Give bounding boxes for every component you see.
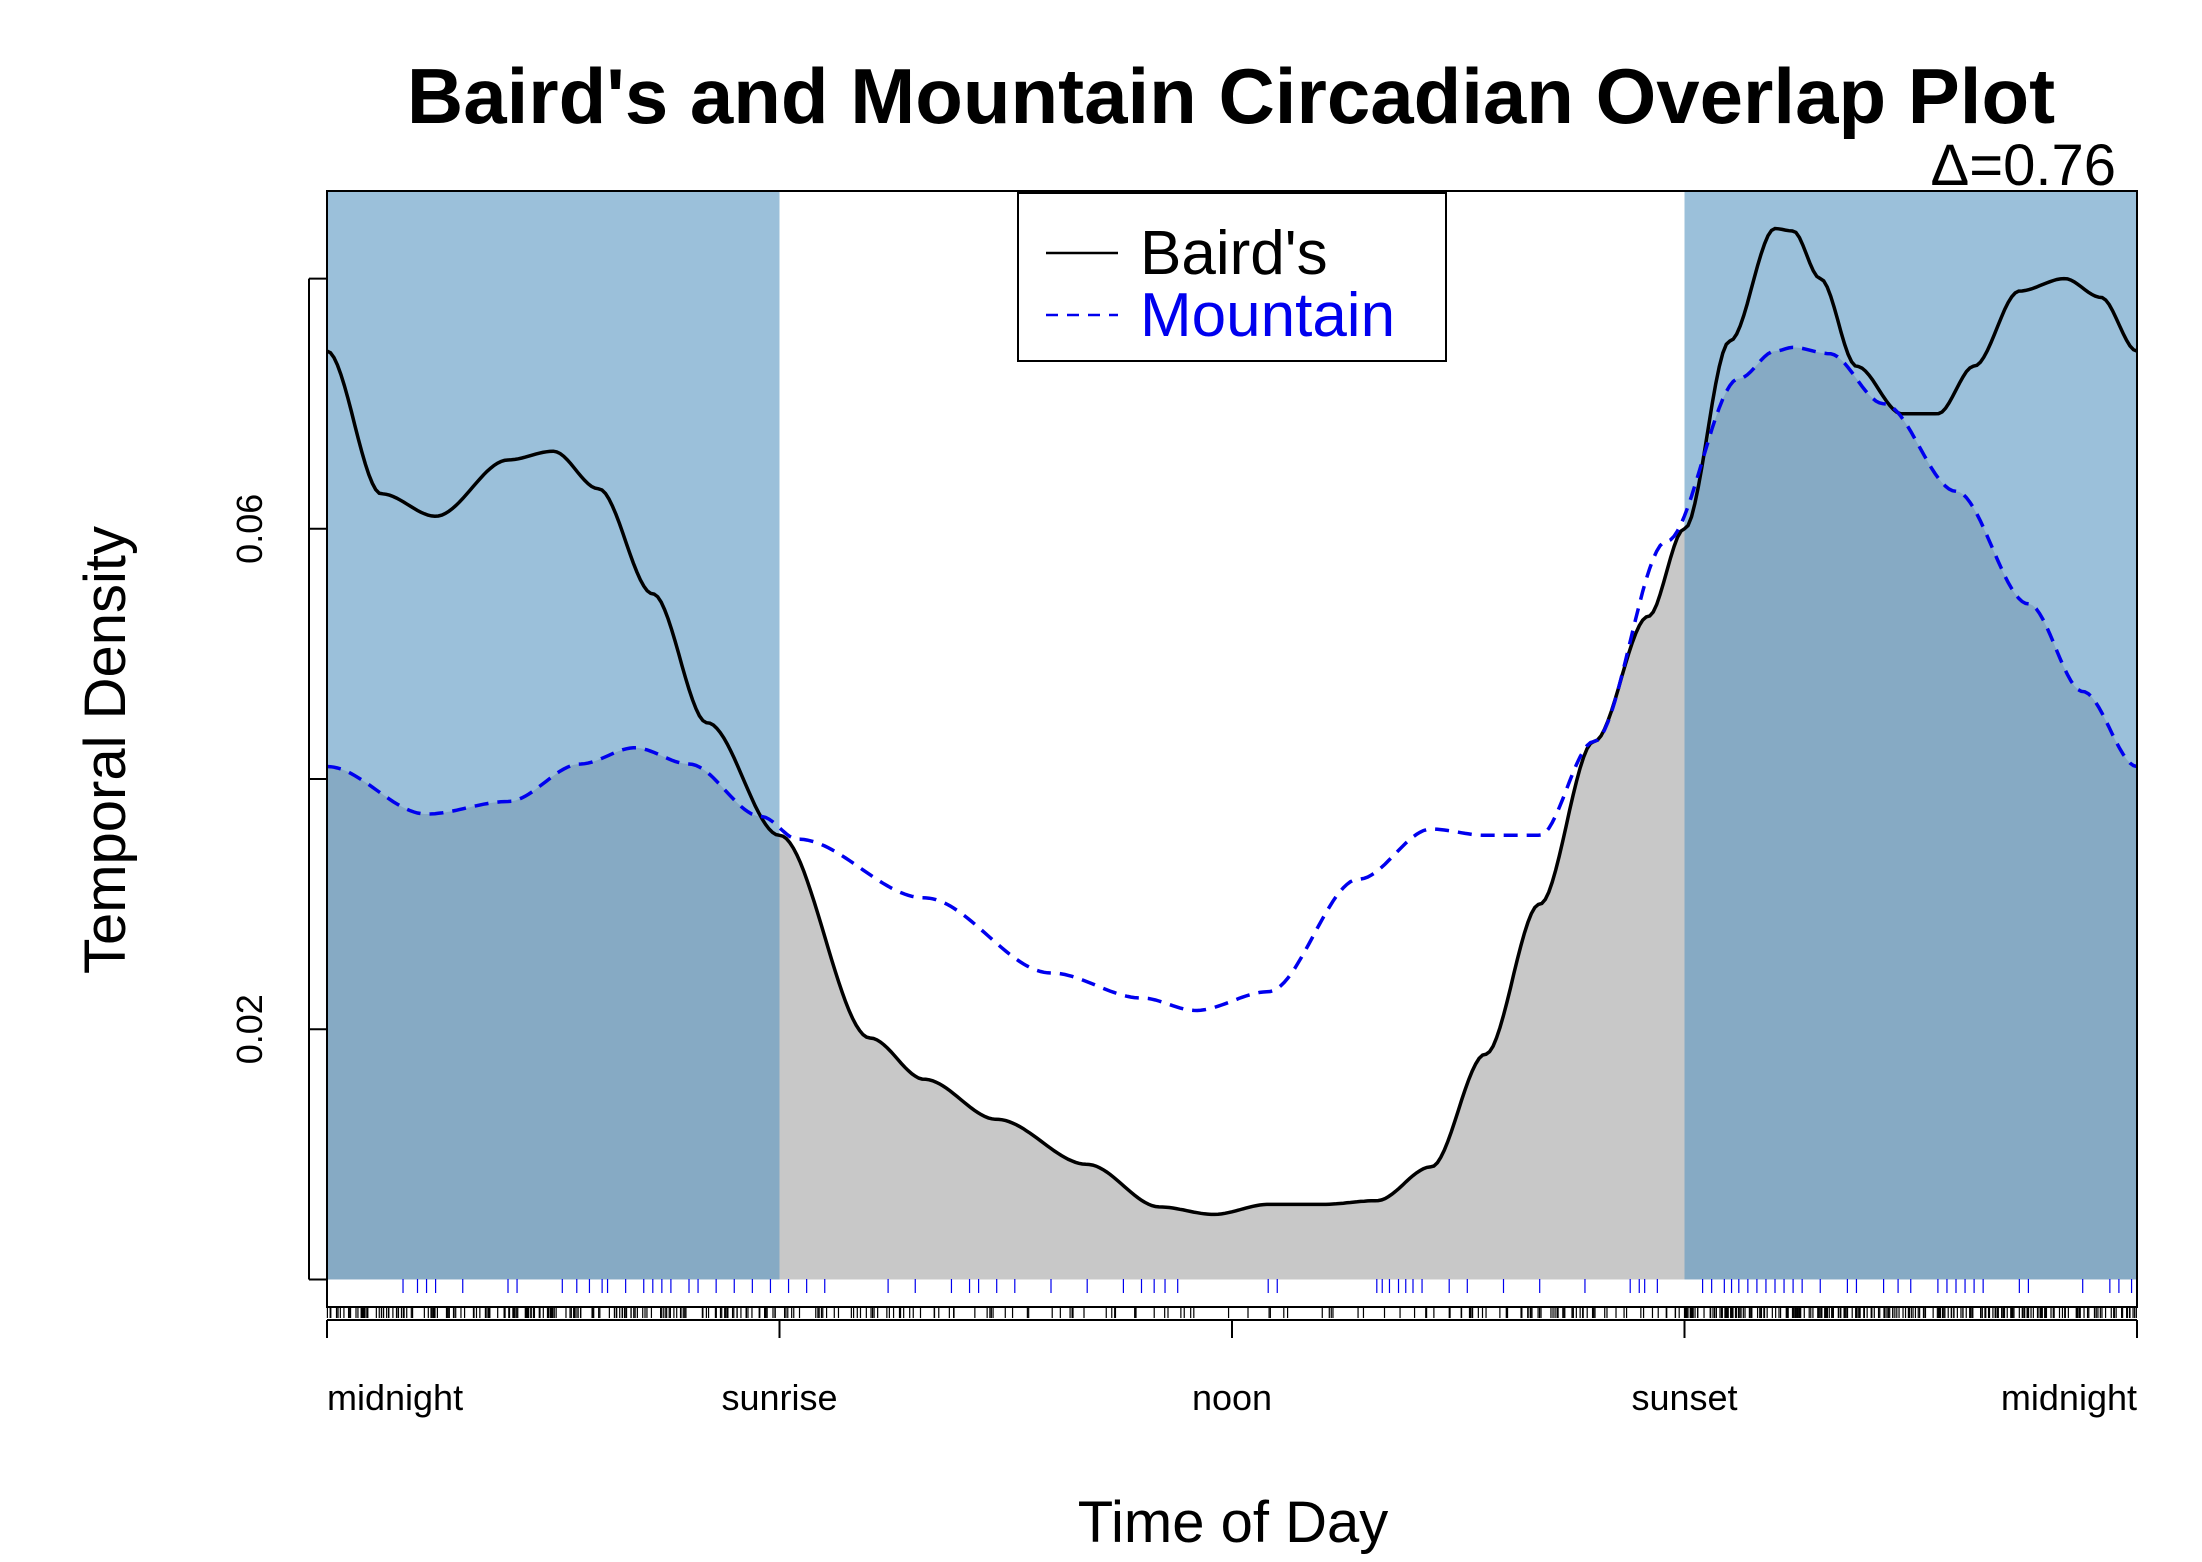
x-axis: midnight sunrise noon sunset midnight xyxy=(326,1319,2138,1418)
plot-frame xyxy=(326,190,2138,1308)
x-tick-label: sunrise xyxy=(721,1377,837,1418)
y-axis: 0.02 0.06 xyxy=(229,277,327,1281)
rug-strip xyxy=(327,1279,2137,1307)
x-tick-label: sunset xyxy=(1631,1377,1737,1418)
x-axis-label: Time of Day xyxy=(1078,1490,1388,1555)
series-line-mountain xyxy=(327,345,2137,1013)
x-tick-label: midnight xyxy=(327,1377,463,1418)
legend-label-bairds: Baird's xyxy=(1140,219,1328,288)
y-axis-label: Temporal Density xyxy=(73,526,138,974)
chart-title: Baird's and Mountain Circadian Overlap P… xyxy=(407,52,2055,140)
overlap-statistic: Δ=0.76 xyxy=(1931,133,2117,198)
x-tick-label: midnight xyxy=(2001,1377,2137,1418)
y-tick-label: 0.06 xyxy=(229,494,270,564)
x-tick-label: noon xyxy=(1192,1377,1272,1418)
legend: Baird's Mountain xyxy=(1017,192,1447,362)
plot-area xyxy=(327,191,2137,1307)
legend-label-mountain: Mountain xyxy=(1140,281,1395,350)
legend-box xyxy=(1017,192,1447,362)
night-overlap-area xyxy=(327,347,2137,1280)
y-tick-label: 0.02 xyxy=(229,994,270,1064)
series-line-baird-s xyxy=(327,226,2137,1217)
